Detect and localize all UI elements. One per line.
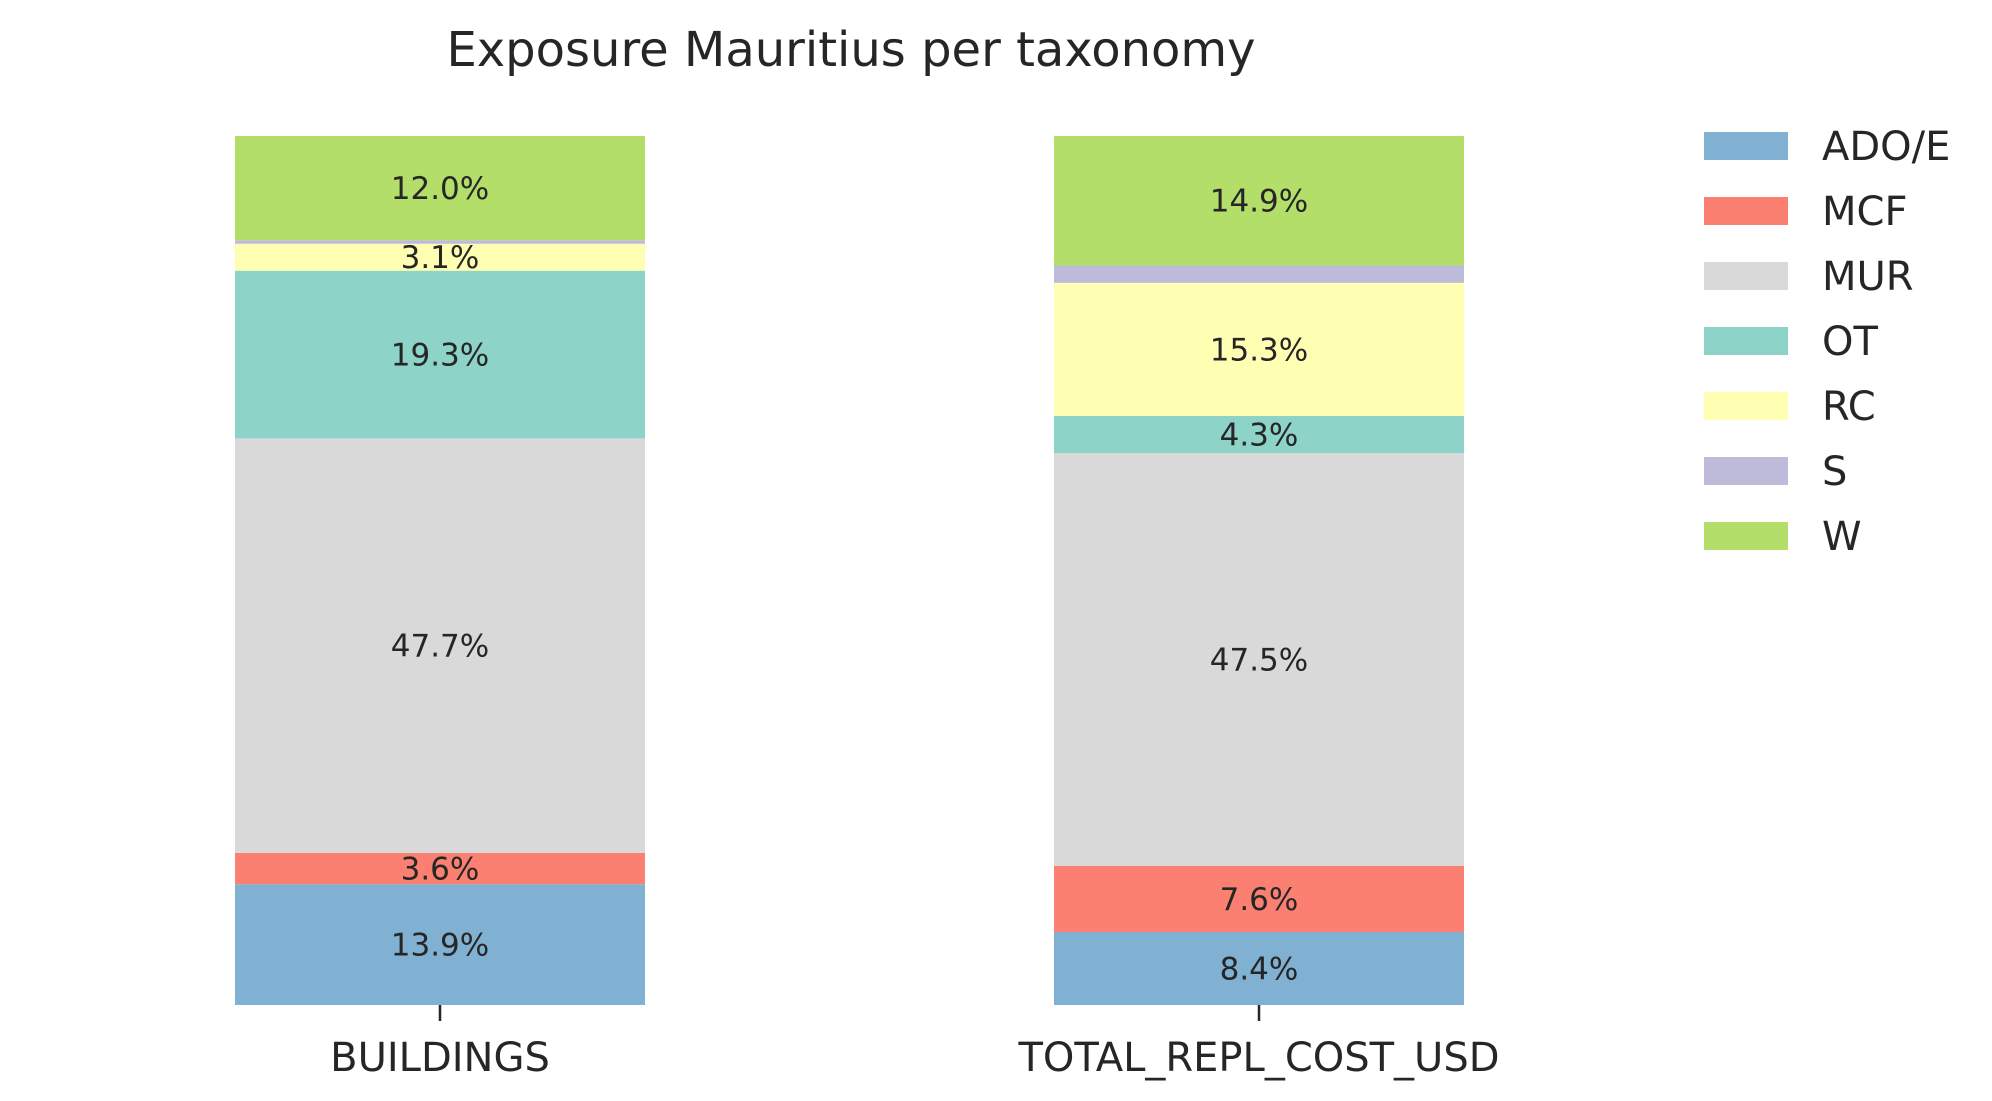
data-label-total-repl-cost-usd-rc: 15.3%	[1210, 332, 1308, 368]
data-label-total-repl-cost-usd-ot: 4.3%	[1220, 418, 1299, 454]
legend-label-ado-e: ADO/E	[1822, 124, 1950, 170]
legend-label-mcf: MCF	[1822, 189, 1907, 235]
bar-segment-buildings-rc	[235, 243, 645, 271]
data-label-total-repl-cost-usd-w: 14.9%	[1210, 184, 1308, 220]
data-label-buildings-mcf: 3.6%	[401, 852, 480, 888]
legend-label-s: S	[1822, 449, 1847, 495]
bar-segment-buildings-s	[235, 240, 645, 244]
bar-segment-total-repl-cost-usd-rc	[1054, 282, 1464, 416]
data-label-buildings-w: 12.0%	[391, 171, 489, 207]
data-label-buildings-rc: 3.1%	[401, 240, 480, 276]
legend-swatch-rc	[1704, 392, 1788, 420]
legend-swatch-mur	[1704, 262, 1788, 290]
bar-segment-buildings-w	[235, 136, 645, 241]
chart-title: Exposure Mauritius per taxonomy	[446, 22, 1255, 78]
data-labels-group: 13.9% 3.6% 47.7% 19.3% 3.1% 12.0% 8.4% 7.6% 47.5…	[391, 171, 1308, 987]
data-label-total-repl-cost-usd-mur: 47.5%	[1210, 643, 1308, 679]
data-label-buildings-ado-e: 13.9%	[391, 928, 489, 964]
legend-swatch-ado-e	[1704, 132, 1788, 160]
x-axis: BUILDINGS TOTAL_REPL_COST_USD	[330, 1005, 1500, 1081]
bar-segment-total-repl-cost-usd-mcf	[1054, 865, 1464, 933]
legend-swatch-s	[1704, 457, 1788, 485]
bar-segment-total-repl-cost-usd-w	[1054, 136, 1464, 266]
legend: ADO/E MCF MUR OT RC SW	[1704, 124, 1950, 560]
bar-segment-total-repl-cost-usd-ado-e	[1054, 932, 1464, 1005]
bar-segment-total-repl-cost-usd-s	[1054, 265, 1464, 283]
x-tick-label-total-repl-cost-usd: TOTAL_REPL_COST_USD	[1017, 1035, 1499, 1081]
bar-segment-buildings-ado-e	[235, 884, 645, 1005]
data-label-buildings-mur: 47.7%	[391, 629, 489, 665]
bar-segment-buildings-ot	[235, 270, 645, 439]
bar-segment-buildings-mcf	[235, 852, 645, 885]
x-tick-label-buildings: BUILDINGS	[330, 1035, 550, 1081]
legend-swatch-mcf	[1704, 197, 1788, 225]
legend-label-ot: OT	[1822, 319, 1878, 365]
legend-swatch-ot	[1704, 327, 1788, 355]
legend-label-w: W	[1822, 514, 1862, 560]
bars-group	[235, 136, 1464, 1005]
bar-segment-total-repl-cost-usd-ot	[1054, 415, 1464, 454]
bar-segment-total-repl-cost-usd-mur	[1054, 453, 1464, 866]
bar-segment-buildings-mur	[235, 438, 645, 853]
data-label-total-repl-cost-usd-mcf: 7.6%	[1220, 882, 1299, 918]
legend-label-mur: MUR	[1822, 254, 1914, 300]
data-label-total-repl-cost-usd-ado-e: 8.4%	[1220, 952, 1299, 988]
data-label-buildings-ot: 19.3%	[391, 338, 489, 374]
legend-label-rc: RC	[1822, 384, 1876, 430]
legend-swatch-w	[1704, 522, 1788, 550]
